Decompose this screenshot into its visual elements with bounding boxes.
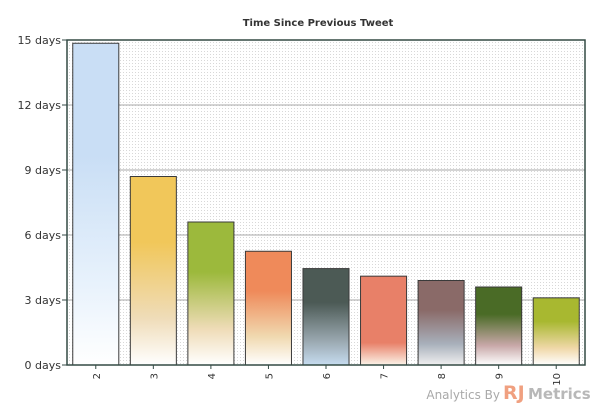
watermark-brand-rj: RJ xyxy=(503,382,525,403)
watermark-brand-metrics: Metrics xyxy=(528,385,591,403)
watermark: Analytics By RJ Metrics xyxy=(426,382,590,403)
y-tick-label: 6 days xyxy=(25,229,62,242)
bar xyxy=(129,176,177,366)
bars xyxy=(72,42,580,366)
bar xyxy=(72,42,120,366)
y-tick-label: 0 days xyxy=(25,359,62,372)
bar xyxy=(475,286,523,366)
chart-title: Time Since Previous Tweet xyxy=(243,18,394,29)
x-tick-label: 6 xyxy=(322,373,333,379)
y-tick-label: 9 days xyxy=(25,164,62,177)
bar xyxy=(187,221,235,366)
bar xyxy=(360,275,408,366)
x-tick-label: 9 xyxy=(495,373,506,379)
x-tick-label: 7 xyxy=(380,373,391,379)
bar xyxy=(417,280,465,366)
watermark-prefix: Analytics By xyxy=(426,388,500,402)
x-axis: 2 3 4 5 6 7 8 9 10 xyxy=(92,365,563,386)
bar xyxy=(302,268,350,366)
x-tick-label: 4 xyxy=(207,373,218,379)
x-tick-label: 10 xyxy=(552,373,563,386)
x-tick-label: 3 xyxy=(149,373,160,379)
x-tick-label: 2 xyxy=(92,373,103,379)
y-tick-label: 12 days xyxy=(18,99,62,112)
bar xyxy=(244,250,292,366)
y-tick-label: 3 days xyxy=(25,294,62,307)
x-tick-label: 8 xyxy=(437,373,448,379)
y-axis: 0 days 3 days 6 days 9 days 12 days 15 days xyxy=(18,34,67,372)
x-tick-label: 5 xyxy=(264,373,275,379)
bar xyxy=(532,297,580,366)
y-tick-label: 15 days xyxy=(18,34,62,47)
